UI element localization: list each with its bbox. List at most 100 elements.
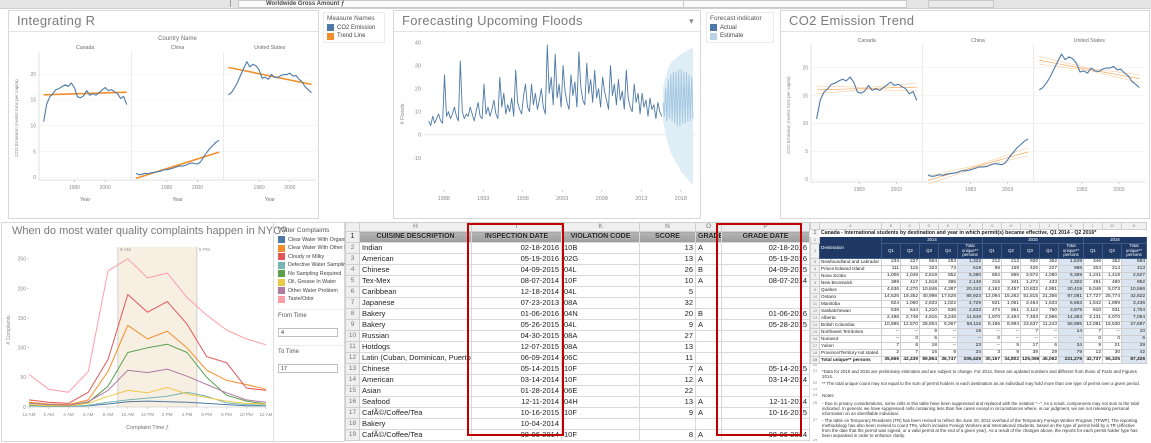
- cell[interactable]: A: [695, 275, 722, 287]
- row-header[interactable]: 19: [345, 429, 360, 441]
- cell[interactable]: 05-19-2016: [471, 253, 562, 265]
- cell[interactable]: 12-18-2014: [471, 286, 562, 298]
- cell[interactable]: 04-09-2015: [471, 264, 562, 276]
- cell[interactable]: [695, 330, 722, 342]
- cell[interactable]: [721, 418, 810, 430]
- column-header[interactable]: N: [639, 222, 696, 232]
- cell[interactable]: 13: [639, 341, 696, 353]
- row-header[interactable]: 6: [345, 286, 360, 298]
- cell[interactable]: 10: [639, 275, 696, 287]
- cell[interactable]: 05-14-2015: [721, 363, 810, 375]
- field-header-cell[interactable]: INSPECTION DATE: [471, 231, 562, 243]
- cell[interactable]: [721, 286, 810, 298]
- cell[interactable]: Caribbean: [359, 286, 472, 298]
- row-header[interactable]: 9: [345, 319, 360, 331]
- column-header[interactable]: K: [561, 222, 640, 232]
- cell[interactable]: Seafood: [359, 396, 472, 408]
- cell[interactable]: 04L: [561, 286, 640, 298]
- cell[interactable]: 04L: [561, 264, 640, 276]
- cell[interactable]: Hotdogs: [359, 341, 472, 353]
- cell[interactable]: 10F: [561, 374, 640, 386]
- cell[interactable]: 02G: [561, 253, 640, 265]
- legend-item[interactable]: Estimate: [710, 32, 770, 40]
- cell[interactable]: 10-16-2015: [471, 407, 562, 419]
- cell[interactable]: 01-06-2016: [721, 308, 810, 320]
- cell[interactable]: Chinese: [359, 264, 472, 276]
- cell[interactable]: 04-09-2015: [721, 264, 810, 276]
- cell[interactable]: 10F: [561, 363, 640, 375]
- cell[interactable]: 04N: [561, 308, 640, 320]
- legend-item[interactable]: No Sampling Required: [278, 270, 343, 277]
- cell[interactable]: 8: [639, 429, 696, 441]
- cell[interactable]: 04-30-2015: [471, 330, 562, 342]
- cell[interactable]: 06C: [561, 352, 640, 364]
- cell[interactable]: 03-14-2014: [721, 374, 810, 386]
- legend-item[interactable]: CO2 Emission: [327, 24, 381, 31]
- cell[interactable]: A: [695, 319, 722, 331]
- cell[interactable]: 08-06-2014: [471, 429, 562, 441]
- cell[interactable]: [695, 297, 722, 309]
- cell[interactable]: Bakery: [359, 308, 472, 320]
- cell[interactable]: A: [695, 407, 722, 419]
- cell[interactable]: 08A: [561, 330, 640, 342]
- cell[interactable]: [695, 341, 722, 353]
- cell[interactable]: 05-19-2016: [721, 253, 810, 265]
- cell[interactable]: 5: [639, 286, 696, 298]
- cell[interactable]: Indian: [359, 242, 472, 254]
- cell[interactable]: [561, 418, 640, 430]
- cell[interactable]: [695, 418, 722, 430]
- row-header[interactable]: 8: [345, 308, 360, 320]
- cell[interactable]: 9: [639, 407, 696, 419]
- cell[interactable]: 05-14-2015: [471, 363, 562, 375]
- column-header[interactable]: P: [721, 222, 810, 232]
- cell[interactable]: 27: [639, 330, 696, 342]
- row-header[interactable]: 5: [345, 275, 360, 287]
- cell[interactable]: Latin (Cuban, Dominican, Puerto R: [359, 352, 472, 364]
- column-header[interactable]: O: [695, 222, 722, 232]
- cell[interactable]: 20: [639, 308, 696, 320]
- cell[interactable]: 08A: [561, 341, 640, 353]
- cell[interactable]: Asian: [359, 385, 472, 397]
- legend-item[interactable]: Defective Water Sampling Station: [278, 261, 367, 269]
- column-header[interactable]: H: [359, 222, 472, 232]
- cell[interactable]: B: [695, 308, 722, 320]
- row-header[interactable]: 14: [345, 374, 360, 386]
- cell[interactable]: A: [695, 429, 722, 441]
- cell[interactable]: 06E: [561, 385, 640, 397]
- cell[interactable]: 13: [639, 253, 696, 265]
- row-header[interactable]: 16: [345, 396, 360, 408]
- cell[interactable]: 08-07-2014: [721, 275, 810, 287]
- cell[interactable]: Japanese: [359, 297, 472, 309]
- cell[interactable]: Bakery: [359, 418, 472, 430]
- cell[interactable]: CafÃ©/Coffee/Tea: [359, 429, 472, 441]
- cell[interactable]: 01-06-2016: [471, 308, 562, 320]
- cell[interactable]: 7: [639, 363, 696, 375]
- cell[interactable]: 10B: [561, 242, 640, 254]
- cell[interactable]: 13: [639, 242, 696, 254]
- legend-item[interactable]: Clear Water With Other Particles: [278, 244, 365, 252]
- cell[interactable]: 12-11-2014: [471, 396, 562, 408]
- cell[interactable]: A: [695, 374, 722, 386]
- row-header[interactable]: 3: [345, 253, 360, 265]
- field-header-cell[interactable]: GRADE DATE: [721, 231, 810, 243]
- cell[interactable]: 32: [639, 297, 696, 309]
- row-header[interactable]: 2: [345, 242, 360, 254]
- row-header[interactable]: 13: [345, 363, 360, 375]
- cell[interactable]: 02-18-2016: [721, 242, 810, 254]
- cell[interactable]: 05-28-2015: [721, 319, 810, 331]
- cell[interactable]: B: [695, 264, 722, 276]
- cell[interactable]: 10-16-2015: [721, 407, 810, 419]
- cell[interactable]: 13: [639, 396, 696, 408]
- field-header-cell[interactable]: GRADE: [695, 231, 722, 243]
- row-header[interactable]: 7: [345, 297, 360, 309]
- cell[interactable]: American: [359, 374, 472, 386]
- legend-item[interactable]: Other Water Problem: [278, 287, 343, 294]
- row-header[interactable]: 18: [345, 418, 360, 430]
- cell[interactable]: [721, 352, 810, 364]
- cell[interactable]: 01-28-2014: [471, 385, 562, 397]
- cell[interactable]: 12: [639, 374, 696, 386]
- cell[interactable]: 02-18-2016: [471, 242, 562, 254]
- cell[interactable]: Russian: [359, 330, 472, 342]
- cell[interactable]: Chinese: [359, 363, 472, 375]
- cell[interactable]: 10F: [561, 429, 640, 441]
